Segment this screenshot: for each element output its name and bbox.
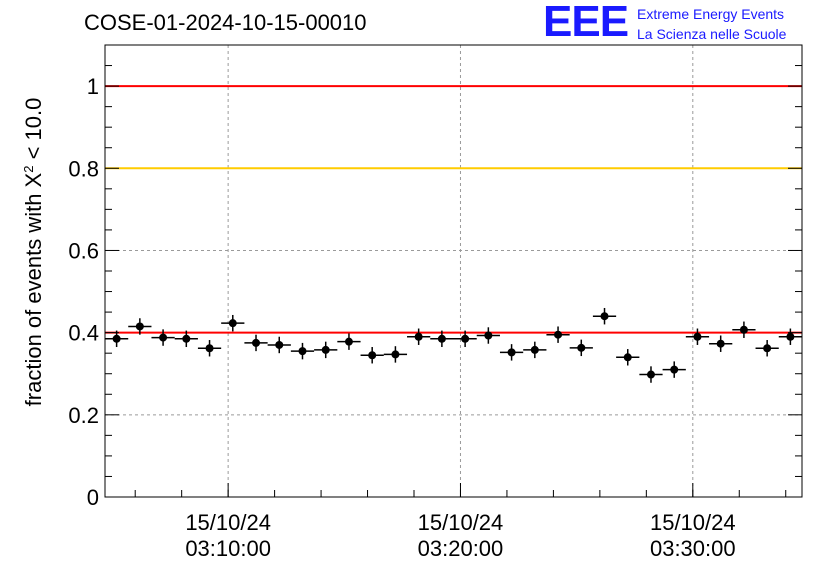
x-tick-time-label: 03:30:00: [650, 536, 736, 561]
data-marker: [228, 319, 237, 328]
plot-title: COSE-01-2024-10-15-00010: [84, 10, 367, 35]
data-marker: [437, 334, 446, 343]
data-point: [221, 314, 245, 332]
y-tick-label: 0: [87, 485, 99, 510]
data-point: [128, 318, 152, 335]
data-marker: [135, 322, 144, 331]
data-marker: [321, 345, 330, 354]
data-point: [244, 334, 268, 352]
data-point: [755, 340, 779, 357]
y-tick-label: 0.8: [68, 156, 99, 181]
y-tick-label: 0.6: [68, 238, 99, 263]
data-marker: [368, 351, 377, 360]
data-point: [430, 330, 454, 348]
data-marker: [182, 334, 191, 343]
data-point: [546, 326, 570, 343]
data-point: [360, 347, 384, 364]
data-marker: [484, 331, 493, 340]
data-marker: [623, 353, 632, 362]
data-point: [499, 344, 524, 361]
data-point: [267, 336, 291, 354]
logo-caption-line1: Extreme Energy Events: [637, 6, 785, 22]
data-point: [337, 333, 361, 350]
data-marker: [159, 333, 168, 342]
data-point: [197, 340, 222, 357]
data-marker: [414, 332, 423, 341]
data-marker: [461, 334, 470, 343]
data-marker: [530, 345, 539, 354]
data-point: [407, 328, 431, 345]
logo-caption-line2: La Scienza nelle Scuole: [637, 26, 787, 42]
x-tick-time-label: 03:10:00: [185, 536, 271, 561]
x-tick-date-label: 15/10/24: [418, 510, 504, 535]
data-point: [778, 328, 802, 345]
data-point: [732, 321, 756, 338]
data-marker: [298, 347, 307, 356]
data-marker: [205, 344, 214, 353]
data-marker: [391, 350, 400, 359]
data-marker: [763, 344, 772, 353]
data-marker: [112, 334, 121, 343]
x-tick-date-label: 15/10/24: [185, 510, 271, 535]
data-point: [453, 330, 477, 348]
x-tick-date-label: 15/10/24: [650, 510, 736, 535]
data-point: [662, 361, 686, 378]
data-marker: [554, 330, 563, 339]
data-marker: [786, 332, 795, 341]
data-point: [523, 341, 547, 359]
data-marker: [646, 370, 655, 379]
data-marker: [344, 337, 353, 346]
data-point: [685, 328, 710, 345]
data-marker: [577, 343, 586, 352]
data-marker: [252, 338, 261, 347]
data-marker: [275, 340, 284, 349]
x-tick-time-label: 03:20:00: [418, 536, 504, 561]
data-point: [105, 330, 129, 348]
data-point: [314, 341, 338, 359]
logo-caption: Extreme Energy Events La Scienza nelle S…: [637, 4, 786, 44]
eee-logo: EEE: [543, 0, 629, 46]
data-point: [639, 366, 663, 383]
data-marker: [600, 312, 609, 321]
data-marker: [716, 339, 725, 348]
data-point: [174, 330, 198, 348]
data-point: [476, 327, 500, 344]
data-point: [616, 349, 640, 366]
data-marker: [739, 325, 748, 334]
plot-area: [105, 45, 802, 497]
data-marker: [670, 365, 679, 374]
data-point: [151, 329, 175, 346]
data-point: [383, 346, 408, 363]
y-tick-label: 0.2: [68, 403, 99, 428]
data-point: [709, 335, 733, 352]
data-point: [290, 342, 315, 360]
data-point: [592, 307, 617, 325]
data-marker: [693, 332, 702, 341]
y-tick-label: 1: [87, 74, 99, 99]
data-point: [569, 339, 593, 357]
data-marker: [507, 348, 516, 357]
y-tick-label: 0.4: [68, 321, 99, 346]
